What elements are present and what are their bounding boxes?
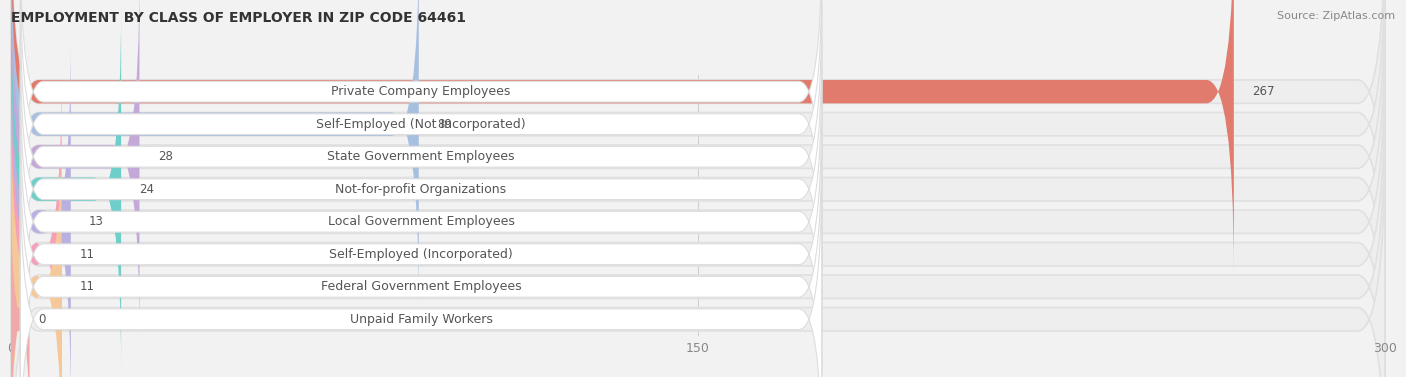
Text: 0: 0 — [39, 313, 46, 326]
FancyBboxPatch shape — [11, 38, 70, 377]
FancyBboxPatch shape — [11, 6, 121, 372]
FancyBboxPatch shape — [11, 103, 62, 377]
FancyBboxPatch shape — [21, 69, 821, 374]
Text: 11: 11 — [80, 280, 96, 293]
Text: 267: 267 — [1253, 85, 1275, 98]
Text: 11: 11 — [80, 248, 96, 261]
FancyBboxPatch shape — [11, 0, 1385, 340]
FancyBboxPatch shape — [21, 135, 821, 377]
Text: Private Company Employees: Private Company Employees — [332, 85, 510, 98]
FancyBboxPatch shape — [11, 0, 1385, 275]
Text: 28: 28 — [157, 150, 173, 163]
Text: Not-for-profit Organizations: Not-for-profit Organizations — [336, 183, 506, 196]
Text: Source: ZipAtlas.com: Source: ZipAtlas.com — [1277, 11, 1395, 21]
Text: State Government Employees: State Government Employees — [328, 150, 515, 163]
Text: Unpaid Family Workers: Unpaid Family Workers — [350, 313, 492, 326]
FancyBboxPatch shape — [21, 37, 821, 342]
FancyBboxPatch shape — [21, 102, 821, 377]
FancyBboxPatch shape — [21, 167, 821, 377]
FancyBboxPatch shape — [21, 5, 821, 309]
FancyBboxPatch shape — [11, 136, 1385, 377]
Text: Self-Employed (Incorporated): Self-Employed (Incorporated) — [329, 248, 513, 261]
FancyBboxPatch shape — [21, 0, 821, 276]
FancyBboxPatch shape — [21, 0, 821, 244]
FancyBboxPatch shape — [11, 0, 1385, 308]
Text: Local Government Employees: Local Government Employees — [328, 215, 515, 228]
Text: EMPLOYMENT BY CLASS OF EMPLOYER IN ZIP CODE 64461: EMPLOYMENT BY CLASS OF EMPLOYER IN ZIP C… — [11, 11, 467, 25]
FancyBboxPatch shape — [11, 0, 1234, 275]
FancyBboxPatch shape — [11, 201, 30, 377]
Text: Federal Government Employees: Federal Government Employees — [321, 280, 522, 293]
FancyBboxPatch shape — [11, 0, 139, 340]
FancyBboxPatch shape — [11, 71, 62, 377]
FancyBboxPatch shape — [11, 0, 419, 308]
FancyBboxPatch shape — [11, 6, 1385, 372]
Text: 89: 89 — [437, 118, 451, 131]
Text: Self-Employed (Not Incorporated): Self-Employed (Not Incorporated) — [316, 118, 526, 131]
FancyBboxPatch shape — [11, 103, 1385, 377]
FancyBboxPatch shape — [11, 71, 1385, 377]
FancyBboxPatch shape — [11, 38, 1385, 377]
Text: 13: 13 — [89, 215, 104, 228]
Text: 24: 24 — [139, 183, 155, 196]
